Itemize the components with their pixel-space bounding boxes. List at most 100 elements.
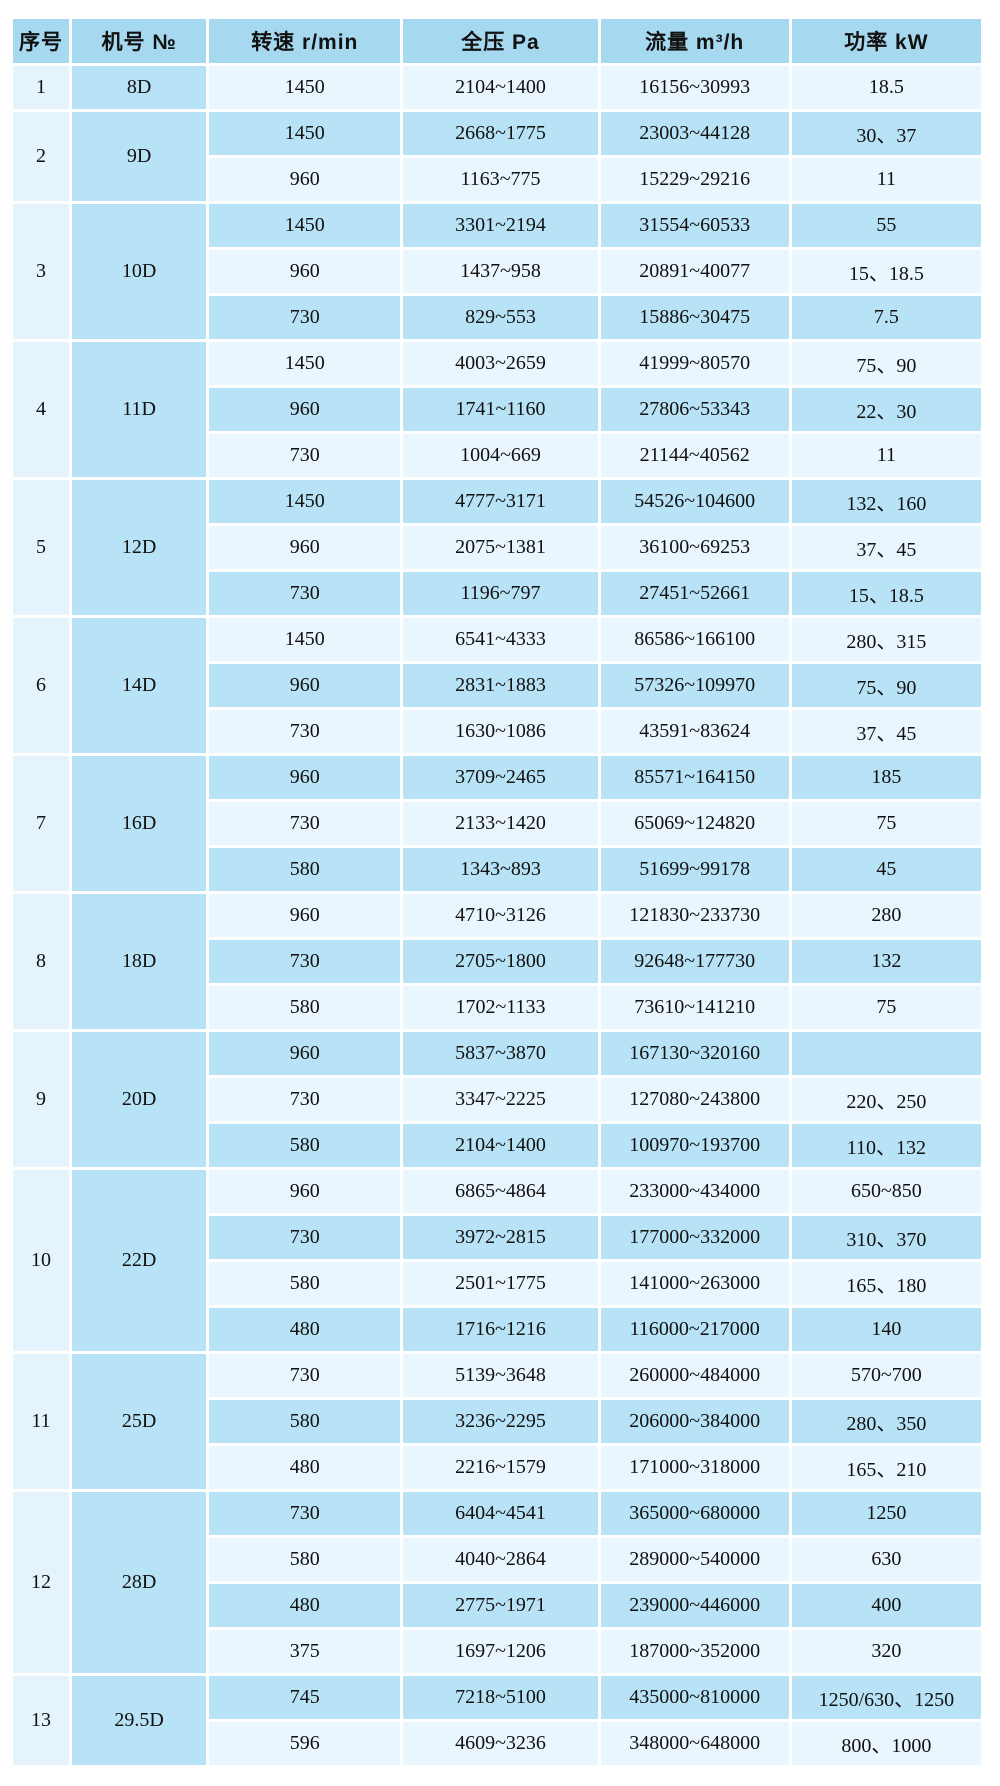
pressure-cell: 2775~1971: [403, 1584, 598, 1627]
flow-cell: 57326~109970: [600, 664, 789, 707]
flow-cell: 43591~83624: [600, 710, 789, 753]
power-cell: 280: [791, 894, 981, 937]
flow-cell: 167130~320160: [600, 1032, 789, 1075]
pressure-cell: 1163~775: [403, 158, 598, 201]
serial-cell: 1: [13, 66, 70, 109]
power-cell: 165、180: [791, 1262, 981, 1305]
column-header-power: 功率 kW: [791, 19, 981, 63]
column-header-model: 机号 №: [72, 19, 207, 63]
speed-cell: 1450: [209, 342, 401, 385]
speed-cell: 596: [209, 1722, 401, 1765]
flow-cell: 15886~30475: [600, 296, 789, 339]
speed-cell: 1450: [209, 66, 401, 109]
pressure-cell: 4609~3236: [403, 1722, 598, 1765]
speed-cell: 580: [209, 1124, 401, 1167]
model-cell: 29.5D: [72, 1676, 207, 1765]
speed-cell: 580: [209, 1538, 401, 1581]
table-row: 2 9D 1450 2668~1775 23003~44128 30、37: [13, 112, 981, 201]
flow-cell: 116000~217000: [600, 1308, 789, 1351]
serial-cell: 3: [13, 204, 70, 339]
pressure-cell: 2831~1883: [403, 664, 598, 707]
table-row: 730 3347~2225 127080~243800 220、250: [13, 1078, 981, 1121]
pressure-cell: 1741~1160: [403, 388, 598, 431]
pressure-cell: 4003~2659: [403, 342, 598, 385]
power-cell: 18.5: [791, 66, 981, 109]
speed-cell: 730: [209, 434, 401, 477]
table-row: 960 1741~1160 27806~53343 22、30: [13, 388, 981, 431]
flow-cell: 27806~53343: [600, 388, 789, 431]
flow-cell: 23003~44128: [600, 112, 789, 155]
flow-cell: 85571~164150: [600, 756, 789, 799]
pressure-cell: 1716~1216: [403, 1308, 598, 1351]
table-row: 730 1004~669 21144~40562 11: [13, 434, 981, 477]
pressure-cell: 2705~1800: [403, 940, 598, 983]
power-cell: 280、315: [791, 618, 981, 661]
flow-cell: 348000~648000: [600, 1722, 789, 1765]
pressure-cell: 2104~1400: [403, 1124, 598, 1167]
speed-cell: 1450: [209, 204, 401, 247]
flow-cell: 206000~384000: [600, 1400, 789, 1443]
speed-cell: 960: [209, 250, 401, 293]
flow-cell: 51699~99178: [600, 848, 789, 891]
flow-cell: 65069~124820: [600, 802, 789, 845]
power-cell: 1250/630、1250: [791, 1676, 981, 1719]
table-row: 596 4609~3236 348000~648000 800、1000: [13, 1722, 981, 1765]
power-cell: 37、45: [791, 710, 981, 753]
power-cell: 165、210: [791, 1446, 981, 1489]
speed-cell: 730: [209, 1216, 401, 1259]
flow-cell: 239000~446000: [600, 1584, 789, 1627]
speed-cell: 730: [209, 1078, 401, 1121]
speed-cell: 960: [209, 1170, 401, 1213]
power-cell: [791, 1032, 981, 1075]
flow-cell: 289000~540000: [600, 1538, 789, 1581]
speed-cell: 960: [209, 1032, 401, 1075]
pressure-cell: 5837~3870: [403, 1032, 598, 1075]
pressure-cell: 5139~3648: [403, 1354, 598, 1397]
pressure-cell: 1004~669: [403, 434, 598, 477]
table-row: 13 29.5D 745 7218~5100 435000~810000 1250/630…: [13, 1676, 981, 1765]
power-cell: 140: [791, 1308, 981, 1351]
serial-cell: 2: [13, 112, 70, 201]
table-row: 580 1702~1133 73610~141210 75: [13, 986, 981, 1029]
pressure-cell: 1702~1133: [403, 986, 598, 1029]
table-row: 9 20D 960 5837~3870 167130~320160: [13, 1032, 981, 1167]
table-row: 1 8D 1450 2104~1400 16156~30993 18.5: [13, 66, 981, 109]
pressure-cell: 3347~2225: [403, 1078, 598, 1121]
power-cell: 11: [791, 158, 981, 201]
pressure-cell: 3236~2295: [403, 1400, 598, 1443]
pressure-cell: 7218~5100: [403, 1676, 598, 1719]
power-cell: 132: [791, 940, 981, 983]
serial-cell: 9: [13, 1032, 70, 1167]
table-row: 12 28D 730 6404~4541 365000~680000 1250: [13, 1492, 981, 1673]
pressure-cell: 2075~1381: [403, 526, 598, 569]
power-cell: 15、18.5: [791, 572, 981, 615]
flow-cell: 171000~318000: [600, 1446, 789, 1489]
power-cell: 630: [791, 1538, 981, 1581]
serial-cell: 10: [13, 1170, 70, 1351]
table-row: 730 2133~1420 65069~124820 75: [13, 802, 981, 845]
table-row: 3 10D 1450 3301~2194 31554~60533 55: [13, 204, 981, 339]
power-cell: 320: [791, 1630, 981, 1673]
pressure-cell: 6541~4333: [403, 618, 598, 661]
table-row: 730 2705~1800 92648~177730 132: [13, 940, 981, 983]
power-cell: 75: [791, 802, 981, 845]
pressure-cell: 2133~1420: [403, 802, 598, 845]
speed-cell: 730: [209, 572, 401, 615]
pressure-cell: 1630~1086: [403, 710, 598, 753]
pressure-cell: 3709~2465: [403, 756, 598, 799]
flow-cell: 54526~104600: [600, 480, 789, 523]
table-row: 580 2501~1775 141000~263000 165、180: [13, 1262, 981, 1305]
flow-cell: 86586~166100: [600, 618, 789, 661]
speed-cell: 730: [209, 710, 401, 753]
speed-cell: 730: [209, 940, 401, 983]
serial-cell: 5: [13, 480, 70, 615]
power-cell: 650~850: [791, 1170, 981, 1213]
flow-cell: 21144~40562: [600, 434, 789, 477]
flow-cell: 100970~193700: [600, 1124, 789, 1167]
pressure-cell: 1343~893: [403, 848, 598, 891]
pressure-cell: 4710~3126: [403, 894, 598, 937]
flow-cell: 73610~141210: [600, 986, 789, 1029]
power-cell: 800、1000: [791, 1722, 981, 1765]
speed-cell: 580: [209, 848, 401, 891]
speed-cell: 580: [209, 986, 401, 1029]
